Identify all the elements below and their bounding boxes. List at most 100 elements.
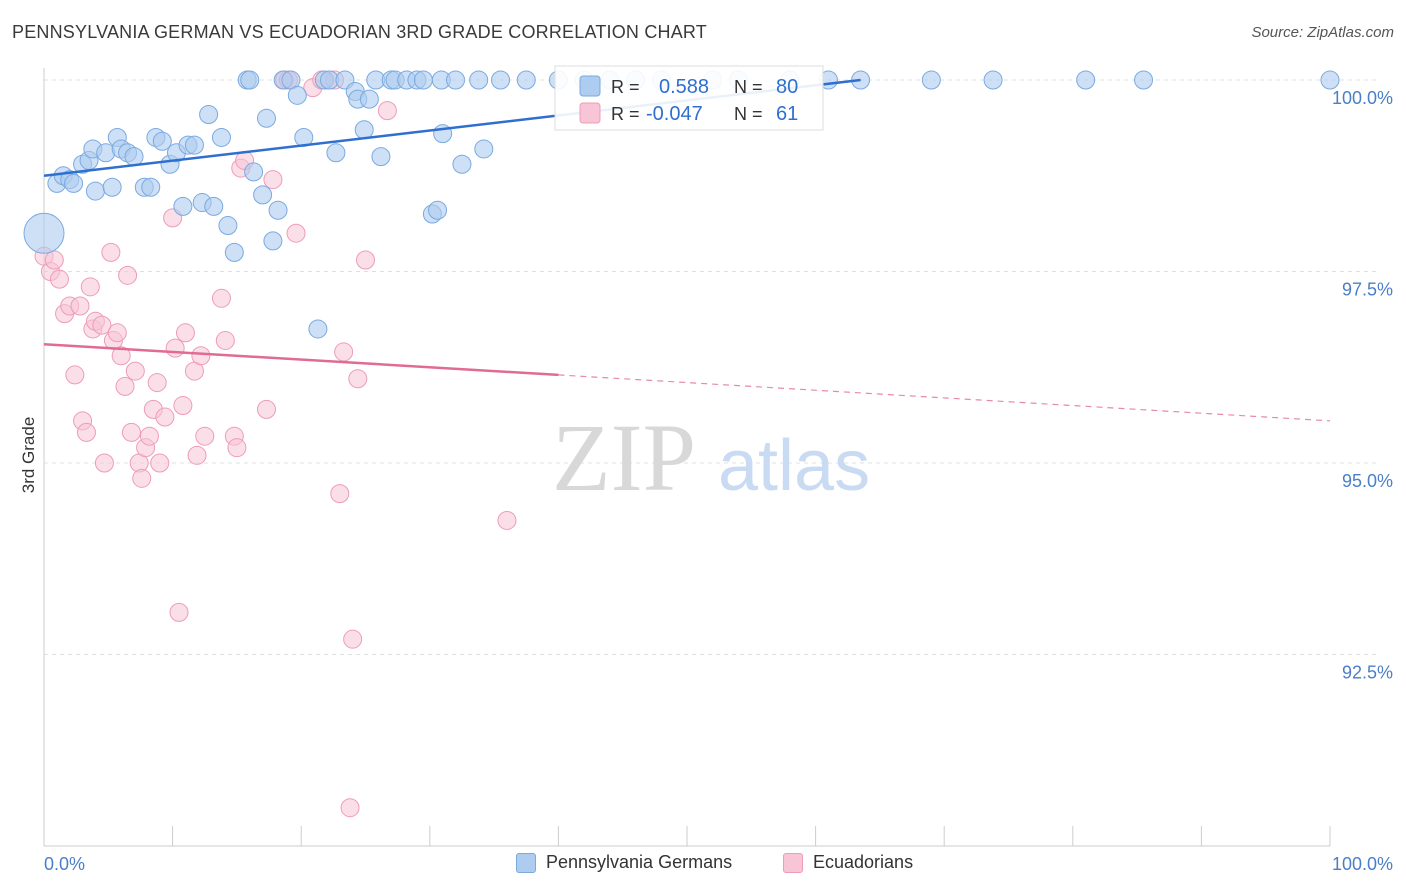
ecuadorians-point-21 <box>121 422 141 442</box>
ecuadorians-point-29 <box>150 453 170 473</box>
ecuadorians-point-13 <box>92 315 112 335</box>
pennsylvania-germans-point-63 <box>469 70 489 90</box>
pennsylvania-germans-point-14 <box>124 147 144 167</box>
pennsylvania-germans-point-61 <box>446 70 466 90</box>
pennsylvania-germans-point-81 <box>1320 70 1340 90</box>
ecuadorians-point-35 <box>175 323 195 343</box>
pennsylvania-germans-point-31 <box>240 70 260 90</box>
source-credit: Source: ZipAtlas.com <box>1251 24 1394 41</box>
chart-title: PENNSYLVANIA GERMAN VS ECUADORIAN 3RD GR… <box>12 22 707 42</box>
trend-line-ecuadorians-extension <box>558 374 1331 422</box>
stats-legend: R = 0.588 N = 80 R = -0.047 N = 61 <box>554 65 824 131</box>
pennsylvania-germans-point-58 <box>428 200 448 220</box>
pennsylvania-germans-point-8 <box>85 181 105 201</box>
stats-n-value-blue: 80 <box>776 76 798 98</box>
stats-legend-swatch-pink <box>579 102 601 124</box>
legend-item-pennsylvania-germans: Pennsylvania Germans <box>516 852 732 873</box>
stats-r-value-blue: 0.588 <box>659 76 709 98</box>
pennsylvania-germans-point-10 <box>102 177 122 197</box>
pennsylvania-germans-point-26 <box>204 196 224 216</box>
pennsylvania-germans-point-33 <box>253 185 273 205</box>
ecuadorians-point-28 <box>147 373 167 393</box>
ecuadorians-point-33 <box>169 602 189 622</box>
ecuadorians-point-43 <box>227 438 247 458</box>
stats-n-value-pink: 61 <box>776 103 798 125</box>
pennsylvania-germans-point-23 <box>184 135 204 155</box>
pennsylvania-germans-point-34 <box>256 108 276 128</box>
pennsylvania-germans-point-51 <box>371 147 391 167</box>
y-axis-label: 3rd Grade <box>19 417 38 494</box>
y-tick-label-0: 100.0% <box>1332 88 1393 108</box>
stats-r-label-pink: R = <box>611 104 640 124</box>
watermark-atlas: atlas <box>718 426 870 506</box>
pennsylvania-germans-point-25 <box>199 104 219 124</box>
pennsylvania-germans-point-41 <box>308 319 328 339</box>
ecuadorians-point-39 <box>195 426 215 446</box>
pennsylvania-germans-point-48 <box>354 120 374 140</box>
x-tick-label-0: 0.0% <box>44 854 85 874</box>
pennsylvania-germans-point-44 <box>326 143 346 163</box>
ecuadorians-point-57 <box>343 629 363 649</box>
pennsylvania-germans-point-77 <box>921 70 941 90</box>
ecuadorians-point-38 <box>191 346 211 366</box>
legend-swatch-pink <box>783 852 803 873</box>
ecuadorians-point-10 <box>80 277 100 297</box>
pennsylvania-germans-point-28 <box>218 216 238 236</box>
pennsylvania-germans-point-29 <box>224 242 244 262</box>
ecuadorians-point-9 <box>76 422 96 442</box>
ecuadorians-point-37 <box>187 445 207 465</box>
stats-n-label-blue: N = <box>734 77 763 97</box>
pennsylvania-germans-point-79 <box>1076 70 1096 90</box>
pennsylvania-germans-point-78 <box>983 70 1003 90</box>
stats-n-label-pink: N = <box>734 104 763 124</box>
series-legend: Pennsylvania Germans Ecuadorians <box>0 852 1406 878</box>
pennsylvania-germans-point-65 <box>491 70 511 90</box>
watermark: ZIP atlas <box>552 404 870 511</box>
pennsylvania-germans-point-27 <box>211 127 231 147</box>
ecuadorians-point-55 <box>334 342 354 362</box>
ecuadorians-point-17 <box>107 323 127 343</box>
ecuadorians-point-7 <box>70 296 90 316</box>
ecuadorians-point-15 <box>101 242 121 262</box>
ecuadorians-point-14 <box>94 453 114 473</box>
ecuadorians-point-40 <box>211 288 231 308</box>
y-tick-label-1: 97.5% <box>1342 280 1393 300</box>
pennsylvania-germans-point-4 <box>64 173 84 193</box>
pennsylvania-germans-point-56 <box>413 70 433 90</box>
x-tick-label-1: 100.0% <box>1332 854 1393 874</box>
pennsylvania-germans-point-66 <box>516 70 536 90</box>
ecuadorians-point-56 <box>340 798 360 818</box>
stats-r-value-pink: -0.047 <box>646 103 703 125</box>
ecuadorians-point-50 <box>286 223 306 243</box>
pennsylvania-germans-point-35 <box>263 231 283 251</box>
ecuadorians-point-58 <box>348 369 368 389</box>
ecuadorians-point-47 <box>263 170 283 190</box>
legend-label-ecuadorians: Ecuadorians <box>813 852 914 872</box>
ecuadorians-point-2 <box>44 250 64 270</box>
ecuadorians-point-60 <box>377 101 397 121</box>
pennsylvania-germans-point-18 <box>152 131 172 151</box>
ecuadorians-point-59 <box>356 250 375 270</box>
stats-legend-swatch-blue <box>579 75 601 97</box>
ecuadorians-point-46 <box>256 399 276 419</box>
ecuadorians-point-19 <box>115 376 135 396</box>
pennsylvania-germans-point-62 <box>452 154 472 174</box>
ecuadorians-point-41 <box>215 330 235 350</box>
ecuadorians-point-3 <box>49 269 69 289</box>
pennsylvania-germans-point-80 <box>1134 70 1154 90</box>
ecuadorians-point-22 <box>125 361 145 381</box>
ecuadorians-point-24 <box>132 468 152 488</box>
pennsylvania-germans-point-64 <box>474 139 494 159</box>
ecuadorians-point-30 <box>155 407 175 427</box>
ecuadorians-point-54 <box>330 484 350 504</box>
y-tick-label-2: 95.0% <box>1342 471 1393 491</box>
watermark-zip: ZIP <box>552 404 696 511</box>
pennsylvania-germans-point-49 <box>359 89 379 109</box>
legend-item-ecuadorians: Ecuadorians <box>783 852 913 873</box>
ecuadorians-point-18 <box>111 346 131 366</box>
axes: 100.0% 97.5% 95.0% 92.5% 0.0% 100.0% <box>43 68 1393 874</box>
pennsylvania-germans-point-16 <box>141 177 161 197</box>
trend-line-ecuadorians <box>43 343 559 377</box>
legend-label-pennsylvania-germans: Pennsylvania Germans <box>546 852 733 872</box>
ecuadorians-point-6 <box>65 365 85 385</box>
